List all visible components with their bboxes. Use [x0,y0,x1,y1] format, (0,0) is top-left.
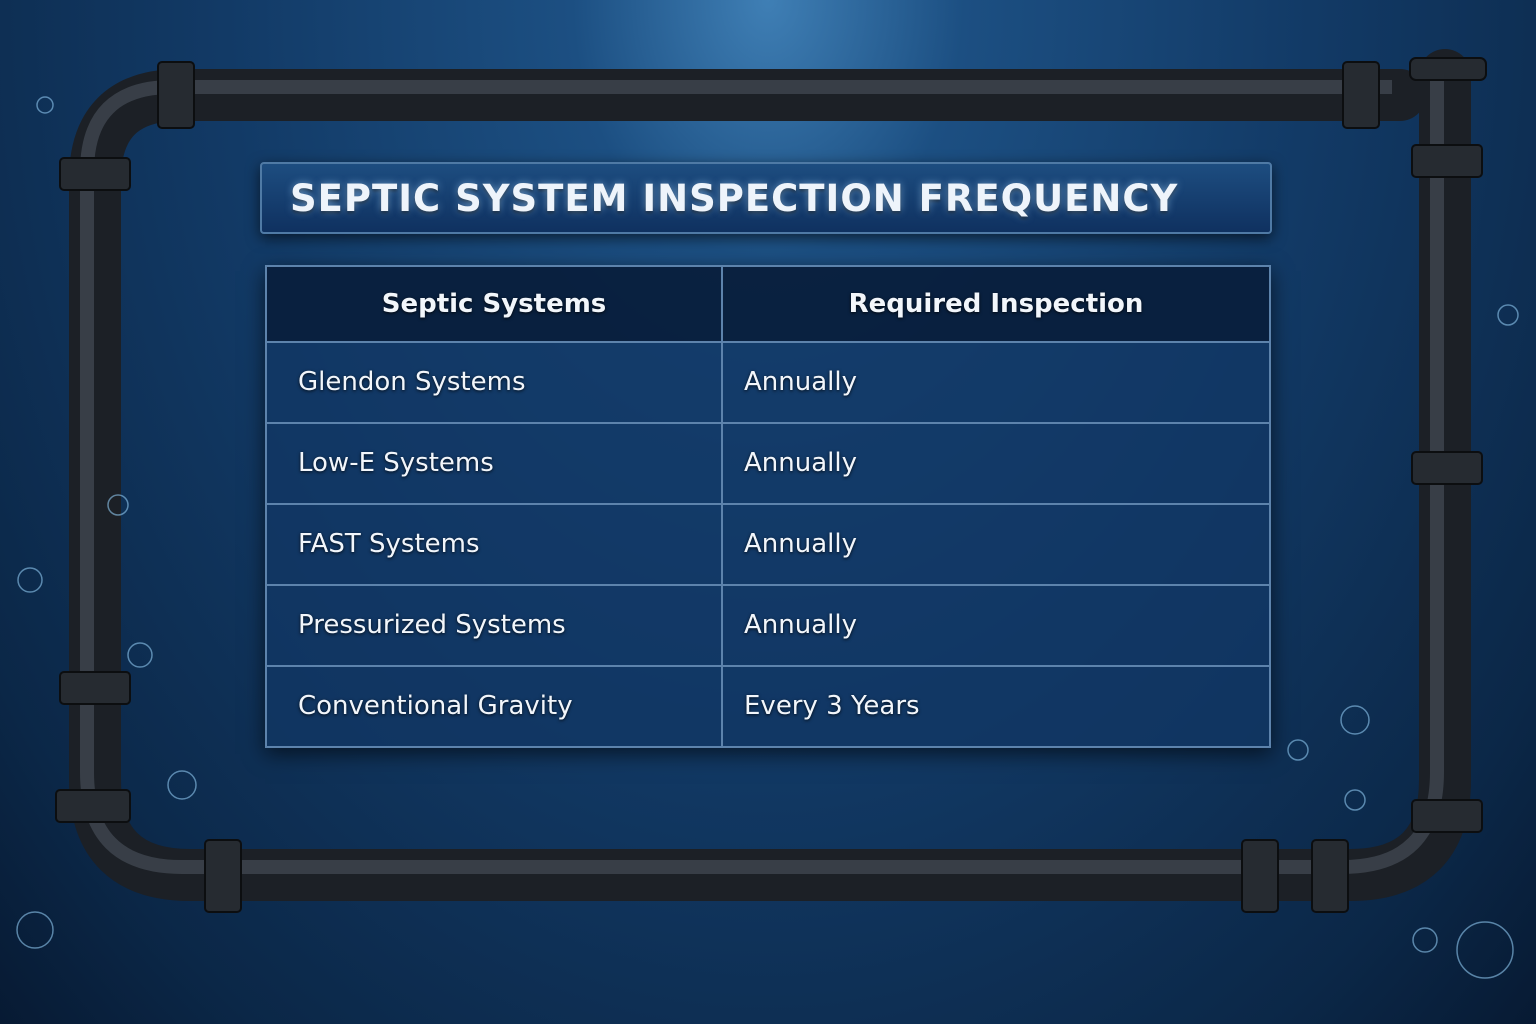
system-name: Low-E Systems [265,422,723,505]
table-row: Low-E Systems Annually [265,422,1271,505]
system-name: Glendon Systems [265,341,723,424]
system-name: Pressurized Systems [265,584,723,667]
table-row: FAST Systems Annually [265,503,1271,586]
table-row: Glendon Systems Annually [265,341,1271,424]
table-row: Conventional Gravity Every 3 Years [265,665,1271,748]
inspection-frequency: Annually [721,503,1271,586]
table-header-row: Septic Systems Required Inspection [265,265,1271,343]
inspection-frequency: Every 3 Years [721,665,1271,748]
system-name: Conventional Gravity [265,665,723,748]
inspection-frequency: Annually [721,584,1271,667]
column-header-required-inspection: Required Inspection [721,265,1271,343]
system-name: FAST Systems [265,503,723,586]
page-title: SEPTIC SYSTEM INSPECTION FREQUENCY [290,176,1179,220]
table-row: Pressurized Systems Annually [265,584,1271,667]
title-banner: SEPTIC SYSTEM INSPECTION FREQUENCY [260,162,1272,234]
column-header-septic-systems: Septic Systems [265,265,723,343]
inspection-frequency: Annually [721,422,1271,505]
inspection-table: Septic Systems Required Inspection Glend… [265,265,1271,748]
inspection-frequency: Annually [721,341,1271,424]
